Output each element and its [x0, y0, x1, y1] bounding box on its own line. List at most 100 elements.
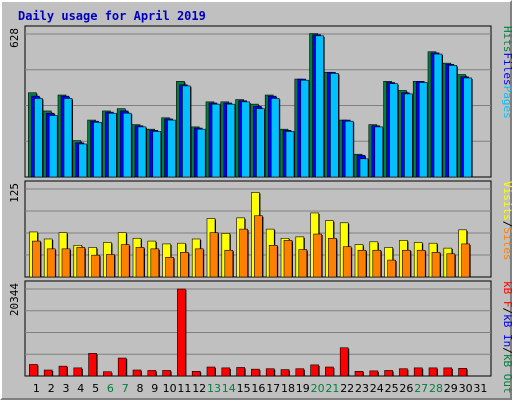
- legend-part: /: [501, 347, 512, 354]
- bar-kb-f-23: [354, 370, 364, 377]
- bar-kb-f-2: [43, 369, 53, 377]
- chart-title: Daily usage for April 2019: [18, 9, 206, 23]
- bar-pages-9: [152, 131, 162, 178]
- legend-part: Hits: [501, 26, 512, 53]
- x-tick-label-23: 23: [355, 382, 369, 395]
- x-tick-label-31: 31: [473, 382, 487, 395]
- x-tick-label-3: 3: [63, 382, 70, 395]
- bar-pages-22: [344, 120, 354, 178]
- bar-kb-f-15: [236, 367, 245, 377]
- bar-pages-13: [211, 103, 221, 178]
- legend-part: kB In: [501, 314, 512, 347]
- x-tick-label-25: 25: [385, 382, 399, 395]
- x-tick-label-15: 15: [237, 382, 251, 395]
- x-tick-label-26: 26: [399, 382, 413, 395]
- x-tick-label-21: 21: [325, 382, 339, 395]
- x-tick-label-7: 7: [122, 382, 129, 395]
- bar-pages-1: [34, 98, 43, 178]
- bar-sites-23: [357, 249, 367, 278]
- bar-sites-10: [165, 256, 174, 278]
- bar-kb-f-26: [399, 368, 408, 377]
- x-tick-label-11: 11: [177, 382, 191, 395]
- x-tick-label-30: 30: [459, 382, 473, 395]
- bar-pages-27: [418, 82, 428, 178]
- bar-pages-2: [48, 115, 58, 178]
- bar-sites-8: [135, 247, 145, 278]
- bar-kb-f-3: [58, 365, 68, 377]
- bar-kb-f-14: [221, 367, 231, 377]
- bar-sites-28: [431, 252, 441, 278]
- bar-kb-f-12: [191, 370, 201, 377]
- bar-kb-f-27: [413, 367, 423, 377]
- x-tick-label-2: 2: [48, 382, 55, 395]
- bar-pages-16: [256, 108, 265, 178]
- bar-kb-f-30: [458, 368, 467, 377]
- bar-pages-21: [330, 73, 339, 178]
- bar-kb-f-24: [369, 370, 379, 377]
- bar-sites-26: [402, 249, 411, 278]
- x-tick-label-13: 13: [207, 382, 221, 395]
- bar-kb-f-8: [132, 369, 142, 377]
- x-tick-label-27: 27: [414, 382, 428, 395]
- bar-sites-9: [150, 248, 160, 278]
- x-tick-label-5: 5: [92, 382, 99, 395]
- bar-sites-2: [46, 248, 56, 278]
- bar-sites-17: [268, 245, 278, 278]
- legend-part: kB F: [501, 281, 512, 308]
- bar-sites-22: [342, 246, 352, 278]
- axis-legend-bottom: kB F/kB In/kB Out: [501, 281, 512, 394]
- x-tick-label-19: 19: [296, 382, 310, 395]
- x-tick-label-28: 28: [429, 382, 443, 395]
- bar-kb-f-17: [265, 368, 275, 377]
- bar-sites-1: [32, 240, 41, 278]
- bar-pages-19: [300, 79, 310, 178]
- bar-kb-f-28: [428, 367, 438, 377]
- bar-sites-29: [446, 253, 456, 278]
- x-tick-label-29: 29: [444, 382, 458, 395]
- legend-part: /: [501, 221, 512, 228]
- bar-kb-f-20: [310, 364, 319, 377]
- bar-kb-f-25: [384, 370, 393, 377]
- bar-pages-10: [167, 119, 176, 178]
- bar-sites-24: [372, 249, 382, 278]
- bar-kb-f-19: [295, 368, 305, 377]
- plot-area-bottom: [24, 280, 492, 377]
- x-tick-label-10: 10: [163, 382, 177, 395]
- bar-sites-30: [461, 243, 470, 278]
- bar-pages-23: [359, 158, 369, 178]
- bar-sites-7: [120, 244, 130, 278]
- legend-part: Visits: [501, 181, 512, 221]
- bar-sites-15: [239, 228, 248, 278]
- bar-pages-29: [448, 65, 458, 178]
- bar-kb-f-6: [103, 371, 112, 377]
- x-tick-label-16: 16: [251, 382, 265, 395]
- bar-pages-14: [226, 103, 236, 178]
- x-tick-label-14: 14: [222, 382, 236, 395]
- bar-pages-5: [93, 122, 102, 178]
- bar-sites-25: [387, 259, 396, 278]
- bar-pages-8: [137, 126, 147, 178]
- bar-pages-25: [389, 83, 398, 178]
- bar-sites-3: [61, 248, 71, 278]
- bar-sites-5: [91, 254, 100, 278]
- bar-sites-14: [224, 249, 234, 278]
- bar-kb-f-5: [88, 353, 97, 377]
- bar-pages-30: [463, 77, 472, 178]
- bar-sites-11: [180, 252, 189, 278]
- bar-sites-4: [76, 247, 86, 278]
- x-tick-label-9: 9: [151, 382, 158, 395]
- bar-sites-19: [298, 249, 308, 278]
- bar-kb-f-9: [147, 370, 157, 377]
- bar-kb-f-13: [206, 366, 216, 377]
- bar-pages-17: [270, 98, 280, 178]
- bar-pages-20: [315, 35, 324, 178]
- bar-pages-28: [433, 53, 443, 178]
- legend-part: /: [501, 308, 512, 315]
- legend-part: kB Out: [501, 354, 512, 394]
- x-tick-label-22: 22: [340, 382, 354, 395]
- y-max-label-middle: 125: [8, 183, 21, 203]
- bar-pages-3: [63, 98, 73, 178]
- bar-pages-4: [78, 143, 88, 178]
- x-tick-label-4: 4: [77, 382, 84, 395]
